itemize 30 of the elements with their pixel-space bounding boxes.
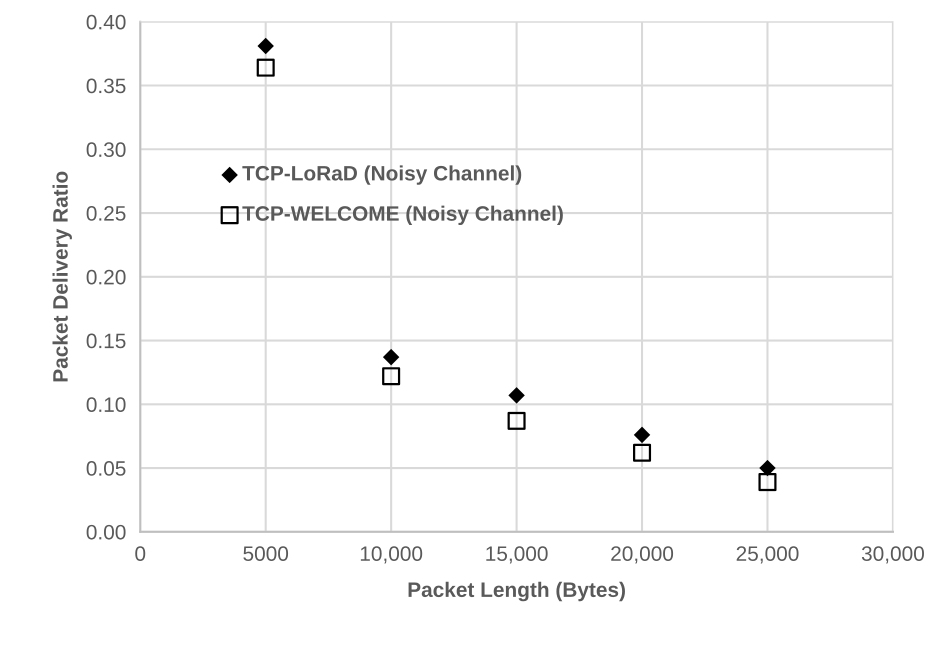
point (759, 460, 776, 476)
legend-label: TCP-WELCOME (Noisy Channel) (242, 206, 563, 226)
point (256, 58, 275, 77)
x-tick-label: 5000 (243, 546, 288, 562)
point (382, 348, 400, 366)
y-axis-title: Packet Delivery Ratio (52, 172, 72, 382)
y-tick-label: 0.25 (86, 206, 126, 221)
legend-label: TCP-LoRaD (Noisy Channel) (242, 165, 522, 185)
y-tick-label: 0.15 (86, 334, 126, 348)
y-tick-label: 0.00 (86, 524, 126, 540)
point (634, 426, 650, 444)
point (508, 412, 526, 430)
x-tick-label: 25,000 (736, 546, 799, 564)
y-tick-label: 0.05 (86, 461, 126, 476)
x-axis-title: Packet Length (Bytes) (408, 582, 625, 602)
y-tick-label: 0.30 (86, 142, 126, 158)
x-tick-label: 20,000 (611, 546, 674, 564)
point (508, 387, 525, 404)
x-tick-label: 10,000 (360, 546, 422, 564)
y-tick-label: 0.40 (86, 14, 126, 30)
x-tick-label: 30,000 (862, 546, 924, 564)
x-tick-label: 0 (135, 546, 146, 562)
x-tick-label: 15,000 (486, 546, 548, 564)
point (257, 38, 274, 54)
y-tick-label: 0.20 (86, 270, 126, 285)
y-tick-label: 0.10 (86, 397, 126, 412)
y-tick-label: 0.35 (86, 78, 126, 94)
point (633, 444, 652, 462)
point (382, 367, 400, 386)
point (758, 473, 777, 492)
